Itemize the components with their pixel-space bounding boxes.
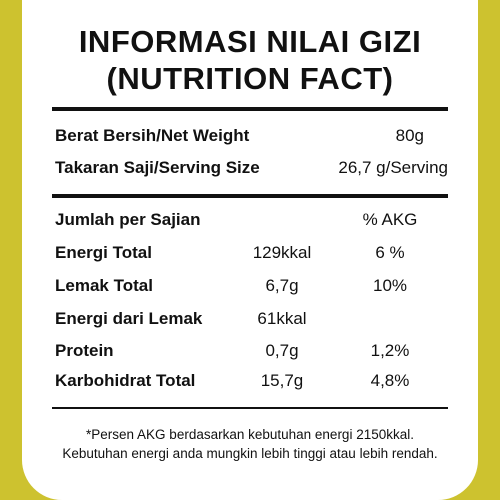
row-amount: 61kkal (257, 309, 307, 328)
title-line-2: (NUTRITION FACT) (106, 61, 394, 96)
row-amount: 0,7g (265, 341, 299, 360)
net-weight-label: Berat Bersih/Net Weight (55, 126, 250, 145)
top-divider (52, 107, 448, 111)
row-label: Energi Total (55, 243, 152, 262)
table-row: Protein 0,7g 1,2% (0, 337, 500, 365)
bottom-divider (52, 407, 448, 409)
net-weight-row: Berat Bersih/Net Weight 80g (0, 122, 500, 150)
row-akg: 6 % (375, 243, 405, 262)
title-line-1: INFORMASI NILAI GIZI (78, 24, 422, 59)
row-amount: 6,7g (265, 276, 299, 295)
row-label: Lemak Total (55, 276, 153, 295)
table-row: Karbohidrat Total 15,7g 4,8% (0, 367, 500, 395)
middle-divider (52, 194, 448, 198)
table-header-row: Jumlah per Sajian % AKG (0, 206, 500, 234)
row-label: Karbohidrat Total (55, 371, 196, 390)
serving-size-value: 26,7 g/Serving (338, 158, 448, 177)
serving-size-row: Takaran Saji/Serving Size 26,7 g/Serving (0, 154, 500, 182)
row-akg: 10% (372, 276, 408, 295)
footnote-line-2: Kebutuhan energi anda mungkin lebih ting… (62, 446, 438, 461)
footnote-line-1: *Persen AKG berdasarkan kebutuhan energi… (86, 427, 414, 442)
row-akg: 1,2% (370, 341, 410, 360)
row-akg: 4,8% (370, 371, 410, 390)
row-amount: 129kkal (252, 243, 312, 262)
table-row: Lemak Total 6,7g 10% (0, 272, 500, 300)
akg-heading: % AKG (362, 210, 418, 229)
table-row: Energi Total 129kkal 6 % (0, 239, 500, 267)
net-weight-value: 80g (395, 126, 424, 145)
table-row: Energi dari Lemak 61kkal (0, 305, 500, 333)
row-amount: 15,7g (260, 371, 304, 390)
per-serving-heading: Jumlah per Sajian (55, 210, 201, 229)
row-label: Protein (55, 341, 114, 360)
row-label: Energi dari Lemak (55, 309, 203, 328)
nutrition-panel (22, 0, 478, 500)
serving-size-label: Takaran Saji/Serving Size (55, 158, 260, 177)
